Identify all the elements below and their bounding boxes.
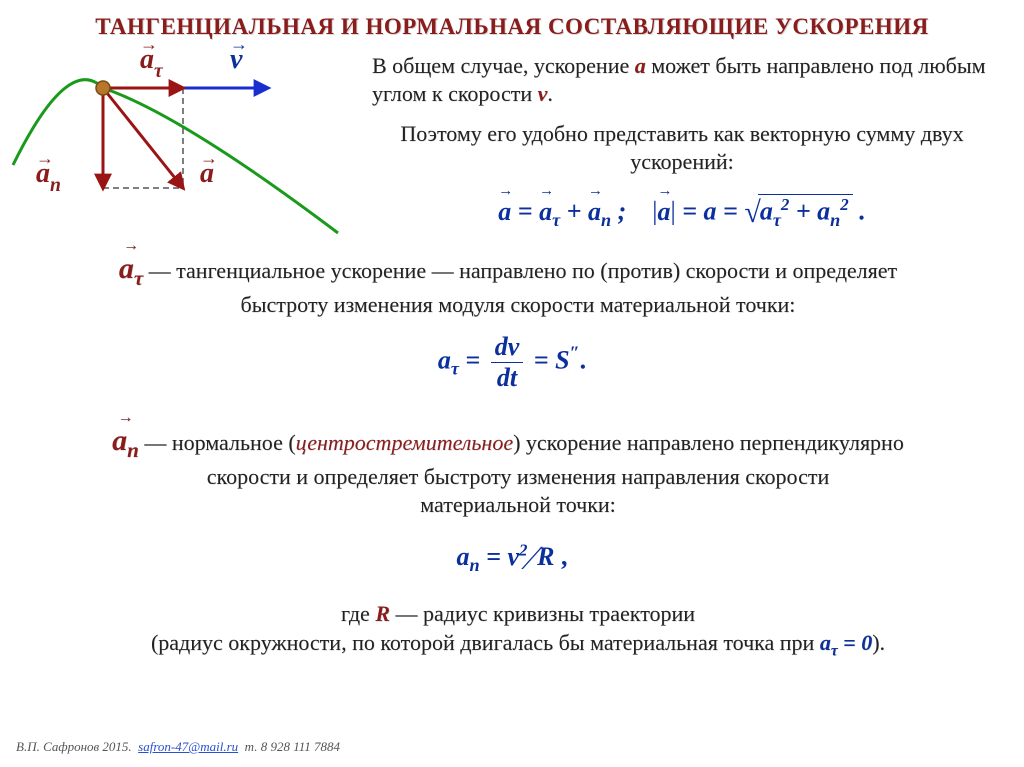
footer-author: В.П. Сафронов [16,739,99,754]
equation-normal: an = v2⁄R , [0,540,1024,578]
intro-line2: Поэтому его удобно представить как векто… [372,120,992,175]
tangential-text1: — тангенциальное ускорение — направлено … [149,258,898,283]
symbol-R: R [375,601,390,626]
tangential-text2: быстроту изменения модуля скорости матер… [241,292,796,317]
vector-diagram: →aτ →v →an →a [8,45,348,245]
footer-credits: В.П. Сафронов 2015. safron-47@mail.ru т.… [16,739,340,755]
label-v: →v [230,39,248,74]
intro-symbol-a: a [635,53,646,78]
intro-line1: В общем случае, ускорение a может быть н… [372,52,992,107]
final-line2-post: ). [872,630,885,655]
paragraph-tangential: →aτ — тангенциальное ускорение — направл… [28,250,1008,319]
footer-year: 2015. [102,739,131,754]
paragraph-normal: →an — нормальное (центростремительное) у… [28,422,1008,518]
normal-line3: материальной точки: [420,492,616,517]
intro-p1-pre: В общем случае, ускорение [372,53,635,78]
final-pre: где [341,601,375,626]
normal-centr: центростремительное [296,430,513,455]
symbol-a-tau-blue: aτ = 0 [820,630,872,655]
page: ТАНГЕНЦИАЛЬНАЯ И НОРМАЛЬНАЯ СОСТАВЛЯЮЩИЕ… [0,0,1024,767]
origin-point [96,81,110,95]
paragraph-radius: где R — радиус кривизны траектории (ради… [28,600,1008,661]
diagram-svg [8,45,348,245]
normal-post1: ) ускорение направлено перпендикулярно [513,430,904,455]
trajectory-curve [13,80,338,233]
intro-symbol-v: v [538,81,548,106]
symbol-a-tau: →aτ [119,250,143,291]
symbol-a-n: →an [112,422,139,463]
footer-phone: т. 8 928 111 7884 [245,739,340,754]
normal-line2: скорости и определяет быстроту изменения… [207,464,830,489]
normal-pre: — нормальное ( [144,430,295,455]
equation-tangential: aτ = dvdt = S″. [0,332,1024,393]
equation-vector-sum: →a = →aτ + →an ; |→a| = a = √aτ2 + an2 . [372,194,992,231]
label-a: →a [200,153,218,188]
label-a-tau: →aτ [140,39,163,79]
label-a-n: →an [36,153,61,193]
final-line2-pre: (радиус окружности, по которой двигалась… [151,630,820,655]
final-line1: — радиус кривизны траектории [390,601,695,626]
vector-a [103,88,183,188]
footer-email-link[interactable]: safron-47@mail.ru [138,739,238,754]
intro-p1-post: . [547,81,553,106]
